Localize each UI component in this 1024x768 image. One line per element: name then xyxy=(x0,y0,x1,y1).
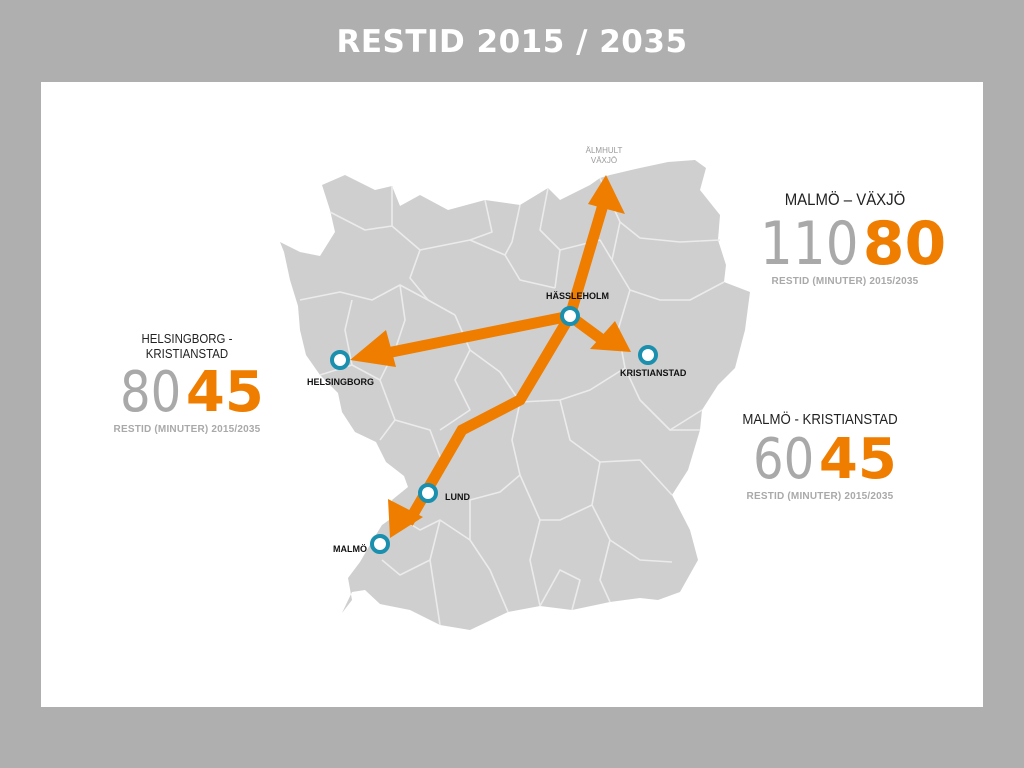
arrow-heads xyxy=(350,175,631,538)
stat-malmo-vaxjo: MALMÖ – VÄXJÖ 110 80 RESTID (MINUTER) 20… xyxy=(740,190,950,287)
stat-helsingborg-kristianstad: HELSINGBORG - KRISTIANSTAD 80 45 RESTID … xyxy=(92,331,282,435)
destination-label: ÄLMHULT VÄXJÖ xyxy=(586,146,623,165)
map-panel: HÄSSLEHOLM HELSINGBORG KRISTIANSTAD LUND… xyxy=(41,82,983,707)
label-lund: LUND xyxy=(445,492,470,502)
route-label: HELSINGBORG - KRISTIANSTAD xyxy=(141,331,233,361)
page-title: RESTID 2015 / 2035 xyxy=(336,24,688,60)
label-kristianstad: KRISTIANSTAD xyxy=(620,368,687,378)
time-values: 80 45 xyxy=(92,365,282,421)
route-label: MALMÖ – VÄXJÖ xyxy=(784,190,906,209)
arrowhead-malmo xyxy=(388,499,423,538)
label-helsingborg: HELSINGBORG xyxy=(307,377,374,387)
station-marker-helsingborg xyxy=(330,350,350,370)
time-values: 110 80 xyxy=(740,214,950,274)
station-markers xyxy=(330,306,658,554)
arrowhead-kristianstad xyxy=(590,321,631,352)
time-2035: 45 xyxy=(185,360,264,425)
arrowhead-helsingborg xyxy=(350,330,396,367)
time-2015: 60 xyxy=(753,427,815,492)
time-caption: RESTID (MINUTER) 2015/2035 xyxy=(113,424,261,435)
time-2035: 80 xyxy=(862,209,947,279)
destination-label-vaxjo: VÄXJÖ xyxy=(591,156,617,165)
station-marker-malmo xyxy=(370,534,390,554)
time-2035: 45 xyxy=(818,427,897,492)
arrow-vaxjo-line xyxy=(564,186,614,318)
time-caption: RESTID (MINUTER) 2015/2035 xyxy=(771,276,919,287)
time-values: 60 45 xyxy=(722,432,918,488)
time-2015: 110 xyxy=(759,209,859,279)
station-marker-kristianstad xyxy=(638,345,658,365)
destination-label-almhult: ÄLMHULT xyxy=(586,146,623,155)
region-map: HÄSSLEHOLM HELSINGBORG KRISTIANSTAD LUND… xyxy=(280,146,750,630)
arrow-helsingborg-line xyxy=(370,310,572,362)
stat-malmo-kristianstad: MALMÖ - KRISTIANSTAD 60 45 RESTID (MINUT… xyxy=(722,411,918,502)
time-2015: 80 xyxy=(120,360,182,425)
arrowhead-vaxjo xyxy=(588,175,625,214)
arrow-malmo-line xyxy=(403,313,575,526)
label-malmo: MALMÖ xyxy=(333,544,367,554)
station-labels: HÄSSLEHOLM HELSINGBORG KRISTIANSTAD LUND… xyxy=(307,291,687,554)
time-caption: RESTID (MINUTER) 2015/2035 xyxy=(746,491,894,502)
label-hassleholm: HÄSSLEHOLM xyxy=(546,291,609,301)
route-label: MALMÖ - KRISTIANSTAD xyxy=(742,411,898,428)
station-marker-hassleholm xyxy=(560,306,580,326)
station-marker-lund xyxy=(418,483,438,503)
